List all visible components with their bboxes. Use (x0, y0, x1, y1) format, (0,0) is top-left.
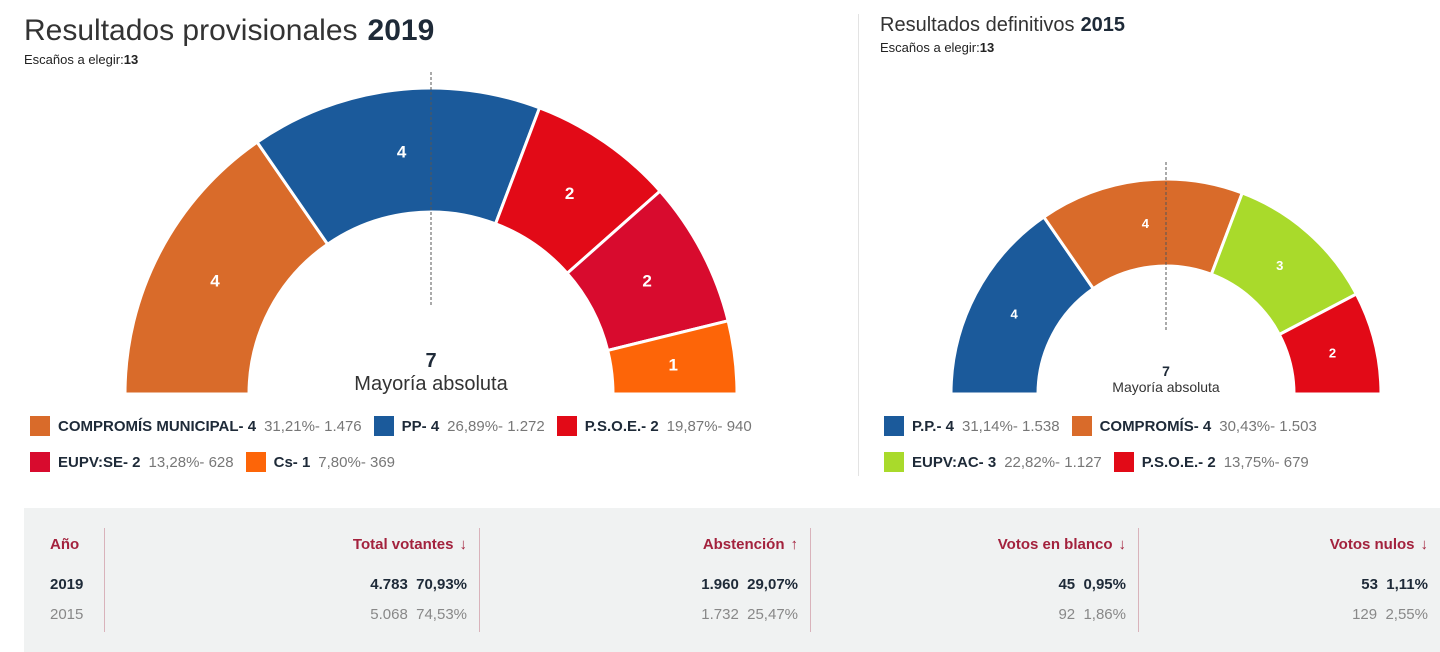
seat-label: 2 (1329, 345, 1336, 360)
legend-swatch (1113, 452, 1134, 472)
party-name: EUPV:AC- 3 (912, 453, 997, 471)
header-label: Abstención (702, 536, 785, 553)
column-divider (104, 528, 105, 632)
legend-swatch (556, 416, 577, 436)
table-cell: 1.732 25,47% (701, 606, 798, 623)
right-majority: 7 Mayoría absoluta (1112, 363, 1220, 395)
legend-item: PP- 4 26,89%- 1.272 (373, 416, 545, 436)
legend-swatch (245, 452, 266, 472)
legend-item: EUPV:SE- 2 13,28%- 628 (30, 452, 234, 472)
column-header[interactable]: Votos nulos ↓ (1330, 536, 1428, 553)
seat-segment-p-s-o-e-[interactable] (1277, 292, 1383, 396)
party-name: P.S.O.E.- 2 (1141, 453, 1216, 471)
legend-item: Cs- 1 7,80%- 369 (245, 452, 396, 472)
party-name: Cs- 1 (273, 453, 311, 471)
left-seats: Escaños a elegir:13 (24, 52, 139, 67)
column-header[interactable]: Total votantes ↓ (353, 536, 467, 553)
column-header[interactable]: Año (50, 536, 85, 553)
legend-swatch (30, 452, 50, 472)
party-stats: 13,28%- 628 (148, 453, 234, 471)
legend-swatch (373, 416, 394, 436)
left-title: Resultados provisionales 2019 (24, 14, 435, 47)
column-divider (479, 528, 480, 632)
legend-item: EUPV:AC- 3 22,82%- 1.127 (884, 452, 1102, 472)
table-column: Votos en blanco ↓ 45 0,95% 92 1,86% (810, 508, 1138, 652)
sort-arrow-icon: ↑ (790, 536, 799, 553)
seat-segment-cs[interactable] (605, 318, 739, 396)
party-stats: 19,87%- 940 (666, 417, 752, 435)
left-majority: 7 Mayoría absoluta (354, 350, 508, 395)
party-stats: 30,43%- 1.503 (1219, 417, 1317, 435)
table-column: Abstención ↑ 1.960 29,07% 1.732 25,47% (479, 508, 810, 652)
column-header[interactable]: Abstención ↑ (703, 536, 798, 553)
divider (858, 14, 859, 476)
seat-label: 4 (1142, 216, 1150, 231)
table-cell: 92 1,86% (1058, 606, 1126, 623)
party-stats: 13,75%- 679 (1223, 453, 1309, 471)
legend-swatch (30, 416, 50, 436)
party-stats: 26,89%- 1.272 (447, 417, 545, 435)
table-cell: 1.960 29,07% (701, 576, 798, 593)
column-header[interactable]: Votos en blanco ↓ (998, 536, 1126, 553)
table-cell: 5.068 74,53% (370, 606, 467, 623)
party-name: COMPROMÍS- 4 (1099, 417, 1212, 435)
sort-arrow-icon: ↓ (1420, 536, 1429, 553)
table-cell: 45 0,95% (1058, 576, 1126, 593)
legend-swatch (884, 416, 904, 436)
header-label: Año (50, 536, 80, 553)
hemicycle-charts: 4 4 2 2 1 4 4 3 2 (123, 72, 1383, 396)
table-cell: 2019 (50, 576, 84, 593)
sort-arrow-icon: ↓ (459, 536, 468, 553)
party-stats: 7,80%- 369 (318, 453, 396, 471)
sort-arrow-icon: ↓ (1118, 536, 1127, 553)
table-column: Año 2019 2015 (24, 508, 104, 652)
legend-2015: P.P.- 4 31,14%- 1.538 COMPROMÍS- 4 30,43%- … (884, 416, 1354, 472)
right-seats: Escaños a elegir:13 (880, 40, 995, 55)
party-stats: 22,82%- 1.127 (1004, 453, 1102, 471)
party-name: P.P.- 4 (912, 417, 954, 435)
seat-segment-pp[interactable] (255, 86, 542, 247)
party-name: P.S.O.E.- 2 (584, 417, 659, 435)
seat-label: 4 (1011, 307, 1019, 322)
seat-label: 2 (565, 184, 574, 203)
seat-segment-comprom-s-municipal[interactable] (123, 140, 330, 396)
party-stats: 31,21%- 1.476 (264, 417, 362, 435)
right-title: Resultados definitivos 2015 (880, 14, 1126, 36)
header-label: Total votantes (352, 536, 454, 553)
table-cell: 4.783 70,93% (370, 576, 467, 593)
legend-item: COMPROMÍS MUNICIPAL- 4 31,21%- 1.476 (30, 416, 362, 436)
legend-item: COMPROMÍS- 4 30,43%- 1.503 (1071, 416, 1317, 436)
legend-item: P.S.O.E.- 2 13,75%- 679 (1113, 452, 1309, 472)
table-cell: 2015 (50, 606, 84, 623)
legend-item: P.P.- 4 31,14%- 1.538 (884, 416, 1060, 436)
table-cell: 53 1,11% (1361, 576, 1428, 593)
column-divider (1138, 528, 1139, 632)
legend-item: P.S.O.E.- 2 19,87%- 940 (556, 416, 752, 436)
table-cell: 129 2,55% (1352, 606, 1428, 623)
party-stats: 31,14%- 1.538 (961, 417, 1060, 435)
party-name: COMPROMÍS MUNICIPAL- 4 (58, 417, 257, 435)
column-divider (810, 528, 811, 632)
turnout-table: Año 2019 2015 Total votantes ↓ 4.783 70,93% 5.… (24, 508, 1440, 652)
seat-label: 1 (668, 355, 677, 374)
legend-2019: COMPROMÍS MUNICIPAL- 4 31,21%- 1.476 PP- 4… (30, 416, 830, 472)
header-label: Votos nulos (1329, 536, 1415, 553)
table-column: Total votantes ↓ 4.783 70,93% 5.068 74,53% (104, 508, 479, 652)
seat-label: 3 (1276, 258, 1283, 273)
legend-swatch (1071, 416, 1092, 436)
party-name: PP- 4 (401, 417, 440, 435)
table-column: Votos nulos ↓ 53 1,11% 129 2,55% (1138, 508, 1440, 652)
seat-label: 4 (397, 142, 407, 161)
header-label: Votos en blanco (997, 536, 1113, 553)
seat-label: 2 (642, 271, 651, 290)
party-name: EUPV:SE- 2 (58, 453, 141, 471)
seat-label: 4 (210, 271, 220, 290)
legend-swatch (884, 452, 904, 472)
